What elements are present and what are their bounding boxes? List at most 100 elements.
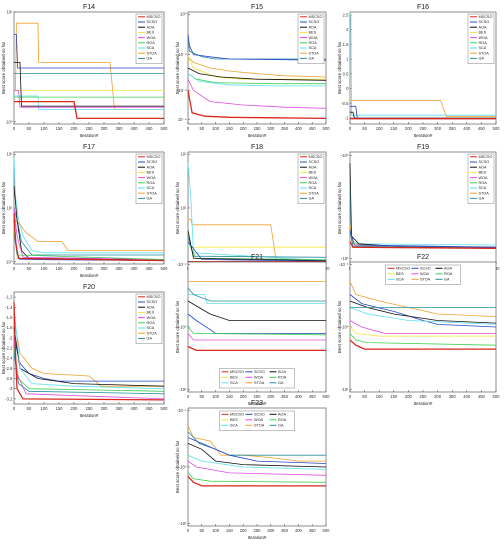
legend-entry: SCA <box>309 46 317 50</box>
x-tick-label: 350 <box>281 394 289 399</box>
x-tick-label: 250 <box>254 126 262 131</box>
series-aoa <box>187 230 327 261</box>
series-scso <box>187 313 326 334</box>
legend-entry: AOA <box>479 165 487 169</box>
y-axis-label: Best score obtained so far <box>1 321 6 374</box>
y-tick-label: -3 <box>9 386 13 391</box>
x-tick-label: 450 <box>478 394 486 399</box>
y-axis-label: Best score obtained so far <box>1 41 6 94</box>
x-tick-label: 400 <box>295 528 303 533</box>
x-tick-label: 250 <box>420 394 428 399</box>
x-tick-label: 100 <box>41 266 49 271</box>
series-ga <box>187 235 327 258</box>
x-tick-label: 300 <box>267 394 275 399</box>
legend-entry: SCA <box>147 46 155 50</box>
chart-title: F15 <box>251 4 263 11</box>
legend-entry: ROA <box>444 272 453 276</box>
y-tick-label: -10⁻¹ <box>177 408 187 413</box>
x-tick-label: 0 <box>187 528 190 533</box>
x-tick-label: 200 <box>71 126 79 131</box>
legend-entry: SCA <box>479 186 487 190</box>
series-aoa <box>187 443 327 468</box>
legend-entry: SCSO <box>147 300 158 304</box>
y-tick-label: 10¹ <box>6 206 13 211</box>
series-aoa <box>187 300 326 321</box>
series-mscso <box>349 339 496 350</box>
series-mscso <box>187 475 326 487</box>
legend-entry: ROA <box>147 321 156 325</box>
legend-entry: BES <box>147 311 155 315</box>
series-woa <box>187 333 326 341</box>
y-tick-label: 10² <box>180 152 187 157</box>
x-tick-label: 350 <box>281 126 289 131</box>
legend-entry: MSCSO <box>147 295 161 299</box>
y-tick-label: 2 <box>346 27 349 32</box>
legend-entry: STOA <box>309 191 320 195</box>
x-tick-label: 200 <box>240 394 248 399</box>
series-scso <box>14 34 164 69</box>
x-tick-label: 450 <box>309 126 317 131</box>
series-sca <box>13 307 165 390</box>
series-sca <box>349 307 497 325</box>
y-tick-label: -2.2 <box>5 346 13 351</box>
y-tick-label: -1.6 <box>5 315 13 320</box>
chart-f17: F17 Iteration# Best score obtained so far 0… <box>1 144 168 278</box>
legend-entry: WOA <box>479 176 489 180</box>
legend-entry: GA <box>479 57 485 61</box>
legend-entry: WOA <box>309 176 319 180</box>
legend-entry: WOA <box>420 272 430 276</box>
y-tick-label: -1.4 <box>5 305 13 310</box>
x-tick-label: 250 <box>86 126 94 131</box>
legend-entry: AOA <box>309 25 317 29</box>
x-axis-label: Iteration# <box>80 413 99 418</box>
legend-entry: ROA <box>147 181 156 185</box>
legend-entry: MSCSO <box>230 413 244 417</box>
legend-entry: SCA <box>230 381 238 385</box>
legend-entry: MSCSO <box>309 15 323 19</box>
series-stoa <box>349 281 497 317</box>
x-tick-label: 50 <box>362 126 367 131</box>
y-tick-label: 10⁰ <box>6 259 13 264</box>
x-tick-label: 300 <box>434 394 442 399</box>
chart-title: F21 <box>251 254 263 261</box>
series-scso <box>349 230 497 248</box>
legend-entry: SCA <box>479 46 487 50</box>
x-tick-label: 150 <box>226 126 234 131</box>
legend-entry: WOA <box>254 376 264 380</box>
chart-title: F17 <box>83 144 95 151</box>
x-tick-label: 50 <box>27 126 32 131</box>
x-tick-label: 400 <box>463 394 471 399</box>
series-sca <box>187 454 327 470</box>
y-tick-label: 10⁻⁴ <box>178 117 187 122</box>
legend-entry: WOA <box>147 176 157 180</box>
chart-f14: F14 Iteration# Best score obtained so far 0… <box>1 4 168 138</box>
series-woa <box>187 460 327 476</box>
x-tick-label: 150 <box>56 126 64 131</box>
x-tick-label: 400 <box>295 394 303 399</box>
series-woa <box>349 320 496 334</box>
series-mscso <box>13 302 165 401</box>
legend-entry: STOA <box>309 51 320 55</box>
y-tick-label: -2.6 <box>5 366 13 371</box>
series-sca <box>187 73 326 87</box>
x-tick-label: 150 <box>226 394 234 399</box>
legend-entry: STOA <box>420 278 431 282</box>
x-tick-label: 0 <box>187 126 190 131</box>
x-axis-label: Iteration# <box>80 273 99 278</box>
y-tick-label: -3.2 <box>5 396 13 401</box>
legend-entry: STOA <box>147 331 158 335</box>
legend-entry: MSCSO <box>309 155 323 159</box>
y-tick-label: 0 <box>346 86 349 91</box>
series-bes <box>349 326 496 337</box>
x-tick-label: 150 <box>390 126 398 131</box>
series-scso <box>187 34 327 61</box>
x-tick-label: 350 <box>449 126 457 131</box>
x-tick-label: 300 <box>267 528 275 533</box>
x-tick-label: 50 <box>27 406 32 411</box>
x-tick-label: 50 <box>362 394 367 399</box>
x-tick-label: 0 <box>349 126 352 131</box>
legend-entry: GA <box>309 57 315 61</box>
